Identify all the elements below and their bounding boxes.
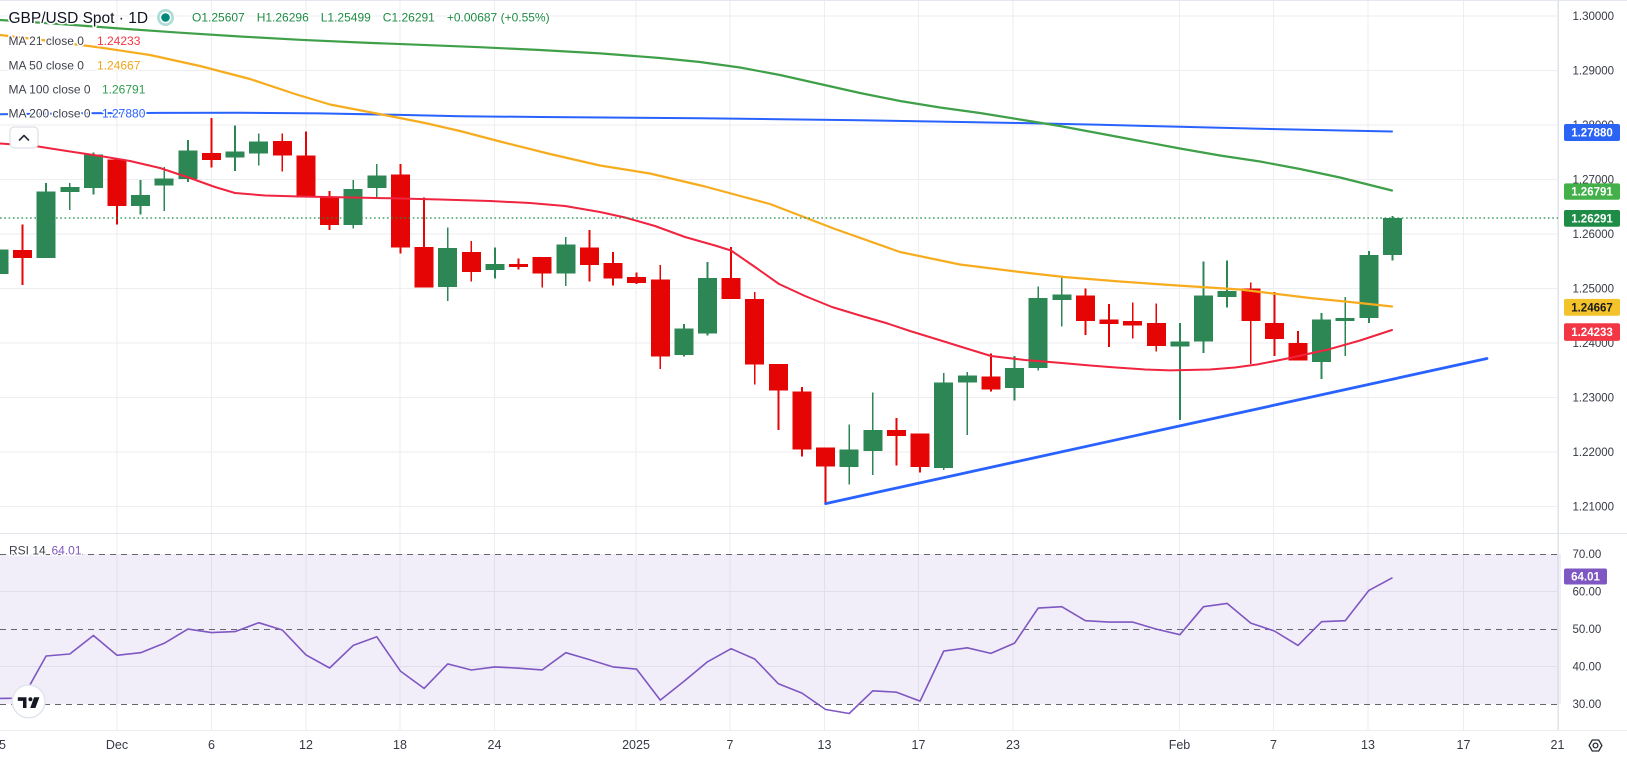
svg-text:23: 23 bbox=[1006, 738, 1020, 752]
svg-text:1.29000: 1.29000 bbox=[1573, 66, 1615, 78]
svg-text:MA 21 close 0: MA 21 close 0 bbox=[9, 34, 85, 48]
svg-text:1.27880: 1.27880 bbox=[1571, 128, 1613, 140]
svg-text:1.26291: 1.26291 bbox=[1571, 213, 1613, 225]
svg-text:21: 21 bbox=[1551, 738, 1565, 752]
svg-text:GBP/USD Spot · 1D: GBP/USD Spot · 1D bbox=[9, 10, 149, 27]
svg-text:30.00: 30.00 bbox=[1573, 699, 1602, 711]
svg-text:MA 50 close 0: MA 50 close 0 bbox=[9, 59, 85, 73]
svg-text:50.00: 50.00 bbox=[1573, 624, 1602, 636]
svg-text:60.00: 60.00 bbox=[1573, 587, 1602, 599]
svg-text:1.26791: 1.26791 bbox=[102, 83, 146, 97]
svg-text:1.23000: 1.23000 bbox=[1573, 393, 1615, 405]
svg-text:1.27880: 1.27880 bbox=[102, 107, 146, 121]
svg-text:6: 6 bbox=[208, 738, 215, 752]
svg-text:2025: 2025 bbox=[622, 738, 650, 752]
svg-text:O1.25607 H1.26296 L1.25499 C1.: O1.25607 H1.26296 L1.25499 C1.26291 +0.0… bbox=[192, 11, 550, 25]
svg-text:13: 13 bbox=[1361, 738, 1375, 752]
svg-text:25: 25 bbox=[0, 738, 6, 752]
svg-text:17: 17 bbox=[1457, 738, 1471, 752]
svg-text:MA 100 close 0: MA 100 close 0 bbox=[9, 83, 91, 97]
svg-text:64.01: 64.01 bbox=[1571, 572, 1600, 584]
svg-text:18: 18 bbox=[393, 738, 407, 752]
svg-text:1.24667: 1.24667 bbox=[1571, 302, 1613, 314]
svg-text:7: 7 bbox=[1270, 738, 1277, 752]
svg-text:Dec: Dec bbox=[106, 738, 128, 752]
svg-text:1.24667: 1.24667 bbox=[97, 59, 141, 73]
svg-text:1.24233: 1.24233 bbox=[97, 34, 141, 48]
svg-text:1.26791: 1.26791 bbox=[1571, 187, 1613, 199]
svg-text:13: 13 bbox=[818, 738, 832, 752]
svg-text:17: 17 bbox=[912, 738, 926, 752]
svg-text:1.24000: 1.24000 bbox=[1573, 338, 1615, 350]
svg-text:1.22000: 1.22000 bbox=[1573, 447, 1615, 459]
svg-text:1.21000: 1.21000 bbox=[1573, 502, 1615, 514]
svg-text:64.01: 64.01 bbox=[52, 544, 82, 558]
svg-text:1.26000: 1.26000 bbox=[1573, 229, 1615, 241]
svg-text:70.00: 70.00 bbox=[1573, 549, 1602, 561]
svg-text:1.24233: 1.24233 bbox=[1571, 327, 1613, 339]
svg-text:12: 12 bbox=[299, 738, 313, 752]
svg-text:24: 24 bbox=[488, 738, 502, 752]
svg-text:7: 7 bbox=[727, 738, 734, 752]
svg-text:40.00: 40.00 bbox=[1573, 662, 1602, 674]
svg-text:Feb: Feb bbox=[1169, 738, 1191, 752]
svg-text:RSI 14: RSI 14 bbox=[9, 544, 46, 558]
svg-text:1.30000: 1.30000 bbox=[1573, 11, 1615, 23]
svg-text:MA 200 close 0: MA 200 close 0 bbox=[9, 107, 91, 121]
svg-text:1.25000: 1.25000 bbox=[1573, 284, 1615, 296]
